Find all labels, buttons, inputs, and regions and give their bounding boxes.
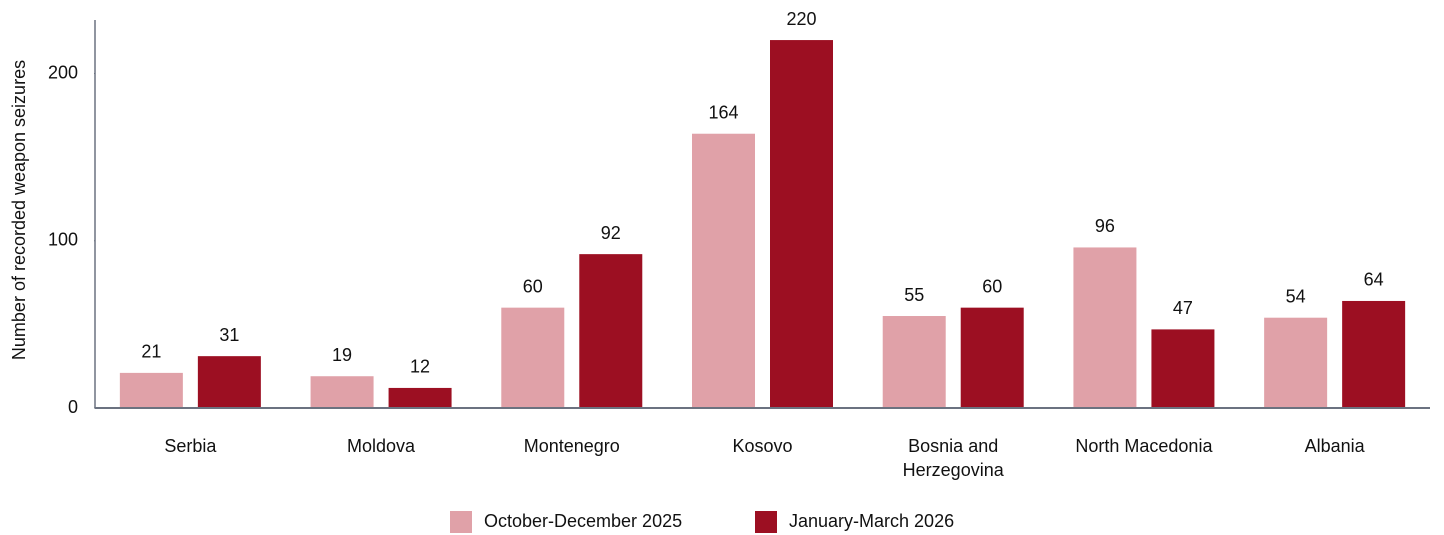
data-label: 60	[982, 276, 1002, 296]
bar	[388, 387, 452, 408]
data-label: 54	[1286, 286, 1306, 306]
data-label: 31	[219, 325, 239, 345]
x-tick-label: North Macedonia	[1075, 436, 1213, 456]
bar	[1073, 247, 1137, 408]
bar	[501, 307, 565, 408]
x-tick-label: Serbia	[164, 436, 217, 456]
x-tick-label: Bosnia and Herzegovina	[902, 436, 1004, 480]
y-tick-label: 100	[48, 230, 78, 250]
legend-swatch	[755, 511, 777, 533]
data-label: 47	[1173, 298, 1193, 318]
data-label: 60	[523, 276, 543, 296]
y-tick-label: 200	[48, 62, 78, 82]
bar	[1342, 300, 1406, 408]
bar	[692, 133, 755, 409]
data-label: 220	[786, 9, 816, 29]
data-label: 21	[141, 342, 161, 362]
legend-label: October-December 2025	[484, 511, 682, 531]
bar	[579, 254, 643, 408]
bar	[197, 356, 261, 408]
legend-label: January-March 2026	[789, 511, 954, 531]
bar	[310, 376, 374, 408]
data-label: 12	[410, 357, 430, 377]
x-tick-label: Montenegro	[523, 436, 620, 456]
bar	[960, 307, 1024, 408]
data-label: 92	[601, 223, 621, 243]
data-label: 19	[332, 345, 352, 365]
y-tick-label: 0	[68, 397, 78, 417]
data-label: 96	[1095, 216, 1115, 236]
y-axis-label: Number of recorded weapon seizures	[9, 60, 29, 360]
bar	[882, 316, 946, 408]
bar	[119, 372, 183, 408]
x-tick-label: Albania	[1304, 436, 1365, 456]
data-label: 55	[904, 285, 924, 305]
x-tick-label: Moldova	[347, 436, 416, 456]
bar	[1264, 317, 1328, 408]
data-label: 164	[708, 102, 738, 122]
x-tick-label: Kosovo	[732, 436, 793, 456]
data-label: 64	[1364, 270, 1384, 290]
bar	[1151, 329, 1215, 408]
bar	[770, 40, 833, 408]
legend-swatch	[450, 511, 472, 533]
